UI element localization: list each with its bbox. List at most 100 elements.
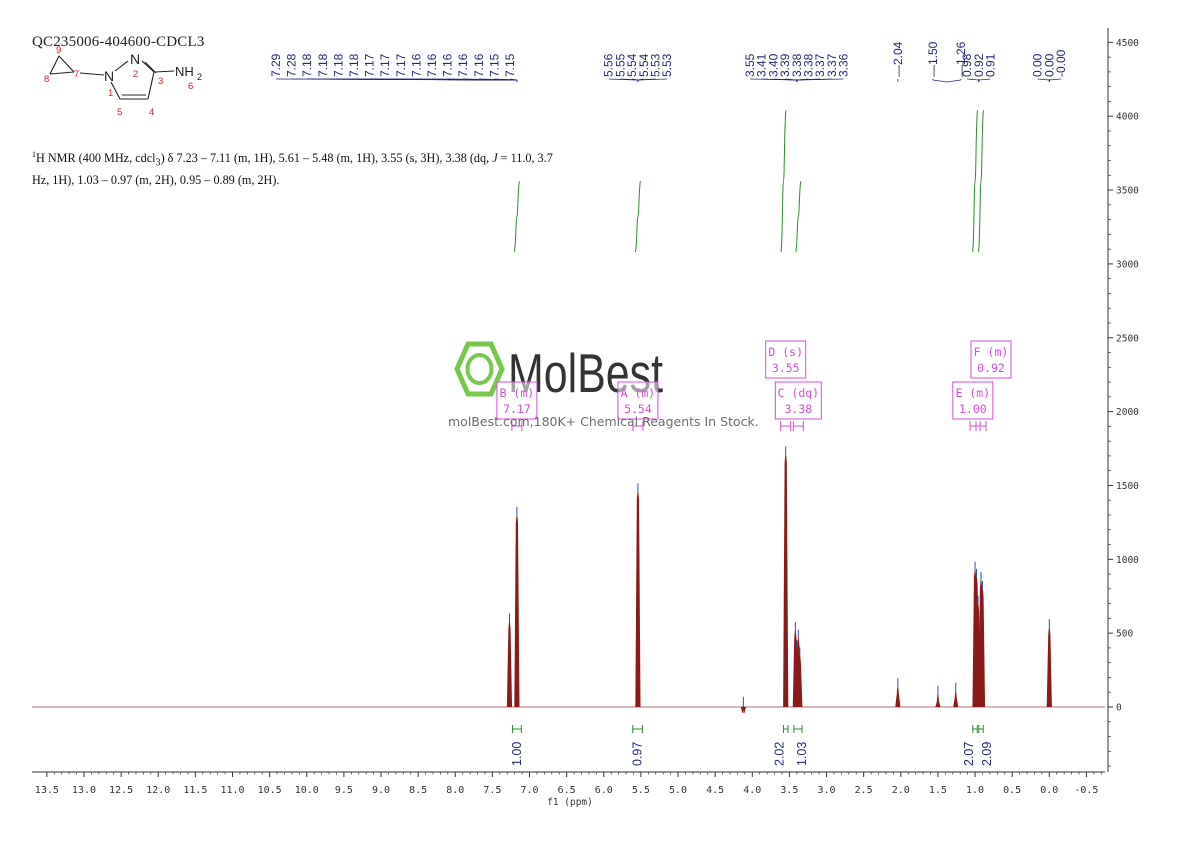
atom-number-7: 7 bbox=[74, 69, 79, 80]
peak-label: 5.53 bbox=[660, 53, 674, 77]
x-tick-label: 3.5 bbox=[780, 785, 798, 796]
x-tick-label: 9.0 bbox=[372, 785, 390, 796]
multiplet-shift: 0.92 bbox=[977, 361, 1005, 375]
nmr-line2: Hz, 1H), 1.03 – 0.97 (m, 2H), 0.95 – 0.8… bbox=[32, 172, 280, 187]
peak-label-connector bbox=[785, 78, 797, 81]
x-tick-label: 1.0 bbox=[966, 785, 984, 796]
y-tick-label: 0 bbox=[1116, 703, 1122, 714]
atom-number-5: 5 bbox=[117, 107, 122, 118]
x-tick-label: 8.0 bbox=[446, 785, 464, 796]
nmr-line1-a: H NMR (400 MHz, cdcl bbox=[36, 151, 156, 166]
x-tick-label: 1.5 bbox=[929, 785, 947, 796]
atom-number-1: 1 bbox=[108, 88, 113, 99]
peak-label: 3.37 bbox=[825, 53, 839, 77]
peak-label: —2.04 bbox=[891, 41, 905, 77]
peak-label-stem bbox=[932, 79, 947, 83]
peak-label: 3.41 bbox=[755, 53, 769, 77]
nmr-line1-b: ) δ 7.23 – 7.11 (m, 1H), 5.61 – 5.48 (m,… bbox=[160, 151, 493, 166]
multiplet-label: B (m) bbox=[500, 386, 535, 400]
peak-label: —1.50 bbox=[926, 41, 940, 77]
peak-label: 5.54 bbox=[637, 53, 651, 77]
peak-label-connector bbox=[796, 78, 844, 81]
multiplet-shift: 3.38 bbox=[784, 402, 812, 416]
coupling-constant-symbol: J bbox=[492, 151, 498, 166]
peak-label-connector bbox=[632, 78, 638, 81]
peak-label-connector bbox=[967, 78, 979, 81]
molecule-structure: N N NH 2 1 2 3 4 5 6 7 8 9 bbox=[44, 45, 202, 118]
multiplet-label: D (s) bbox=[768, 345, 803, 359]
atom-number-3: 3 bbox=[158, 76, 163, 87]
atom-number-8: 8 bbox=[44, 74, 49, 85]
x-tick-label: 13.5 bbox=[35, 785, 59, 796]
x-tick-label: 13.0 bbox=[72, 785, 96, 796]
x-tick-label: 0.0 bbox=[1040, 785, 1058, 796]
x-tick-label: 10.0 bbox=[295, 785, 319, 796]
integral-curves-group bbox=[513, 110, 984, 253]
peak-label-connector bbox=[1049, 78, 1062, 81]
x-tick-label: 7.0 bbox=[520, 785, 538, 796]
peak-label: 7.18 bbox=[347, 53, 361, 77]
spectrum-peak bbox=[1046, 627, 1052, 708]
nucleus-superscript: 1 bbox=[32, 150, 36, 159]
integral-value: 2.02 bbox=[773, 742, 787, 766]
x-tick-label: 2.5 bbox=[855, 785, 873, 796]
integral-value: 2.07 bbox=[962, 742, 976, 766]
peak-label: 5.53 bbox=[648, 53, 662, 77]
y-tick-label: 2000 bbox=[1116, 407, 1139, 418]
atom-number-2: 2 bbox=[133, 69, 138, 80]
multiplet-boxes-group: B (m) 7.17 A (m) 5.54 D (s) 3.55 C (dq) 3.38 F (… bbox=[496, 340, 1012, 431]
peak-label: 7.17 bbox=[363, 53, 377, 77]
y-tick-label: 4500 bbox=[1116, 38, 1139, 49]
peak-label: 7.17 bbox=[378, 53, 392, 77]
peak-label-connector bbox=[509, 78, 517, 81]
nmr-line1-c: = 11.0, 3.7 bbox=[497, 151, 553, 166]
atom-number-9: 9 bbox=[56, 45, 61, 56]
x-tick-label: 5.5 bbox=[632, 785, 650, 796]
x-tick-label: 4.5 bbox=[706, 785, 724, 796]
x-tick-label: 5.0 bbox=[669, 785, 687, 796]
spectrum-peak bbox=[506, 621, 513, 708]
multiplet-shift: 3.55 bbox=[772, 361, 800, 375]
atom-nh2: NH bbox=[175, 64, 194, 79]
spectrum-peak bbox=[635, 491, 641, 708]
spectrum-peak bbox=[514, 514, 520, 708]
integral-curve bbox=[972, 110, 979, 253]
peak-label: 0.00 bbox=[1042, 53, 1056, 77]
peak-label: 0.91 bbox=[983, 53, 997, 77]
x-tick-label: 8.5 bbox=[409, 785, 427, 796]
peak-label-connector bbox=[637, 78, 668, 81]
peak-label: 7.18 bbox=[331, 53, 345, 77]
peak-label: 5.56 bbox=[602, 53, 616, 77]
peak-label: 5.55 bbox=[613, 53, 627, 77]
peak-label: 3.36 bbox=[837, 53, 851, 77]
peak-label: 7.15 bbox=[487, 53, 501, 77]
peak-label: 7.16 bbox=[409, 53, 423, 77]
x-tick-label: 6.0 bbox=[595, 785, 613, 796]
peak-label: 7.17 bbox=[394, 53, 408, 77]
peak-label-stem bbox=[946, 79, 961, 83]
peak-label-connector bbox=[978, 78, 991, 81]
x-tick-label: 2.0 bbox=[892, 785, 910, 796]
spectrum-peak bbox=[953, 690, 959, 708]
peak-label: 7.16 bbox=[425, 53, 439, 77]
peak-label: -0.00 bbox=[1054, 49, 1068, 77]
integral-curve bbox=[780, 110, 787, 253]
x-tick-label: 11.0 bbox=[220, 785, 244, 796]
peak-labels-group: 7.29 7.28 7.18 7.18 7.18 7.18 7.17 7.17 7.17 7.16… bbox=[269, 41, 1068, 83]
peak-label: 0.92 bbox=[972, 53, 986, 77]
y-tick-label: 2500 bbox=[1116, 333, 1139, 344]
x-tick-label: 10.5 bbox=[258, 785, 282, 796]
x-axis-label: f1 (ppm) bbox=[547, 797, 593, 808]
peak-label: 3.38 bbox=[790, 53, 804, 77]
x-tick-label: 0.5 bbox=[1003, 785, 1021, 796]
x-tick-label: 7.5 bbox=[483, 785, 501, 796]
integral-curve bbox=[513, 181, 520, 253]
peak-label: 7.16 bbox=[456, 53, 470, 77]
multiplet-shift: 5.54 bbox=[624, 402, 652, 416]
integral-value: 1.00 bbox=[510, 742, 524, 766]
integral-value: 0.97 bbox=[631, 742, 645, 766]
spectrum-peak bbox=[783, 454, 789, 708]
integral-curve bbox=[977, 110, 984, 253]
peak-label: 3.40 bbox=[766, 53, 780, 77]
watermark-subtitle: molBest.com,180K+ Chemical Reagents In S… bbox=[448, 414, 759, 429]
